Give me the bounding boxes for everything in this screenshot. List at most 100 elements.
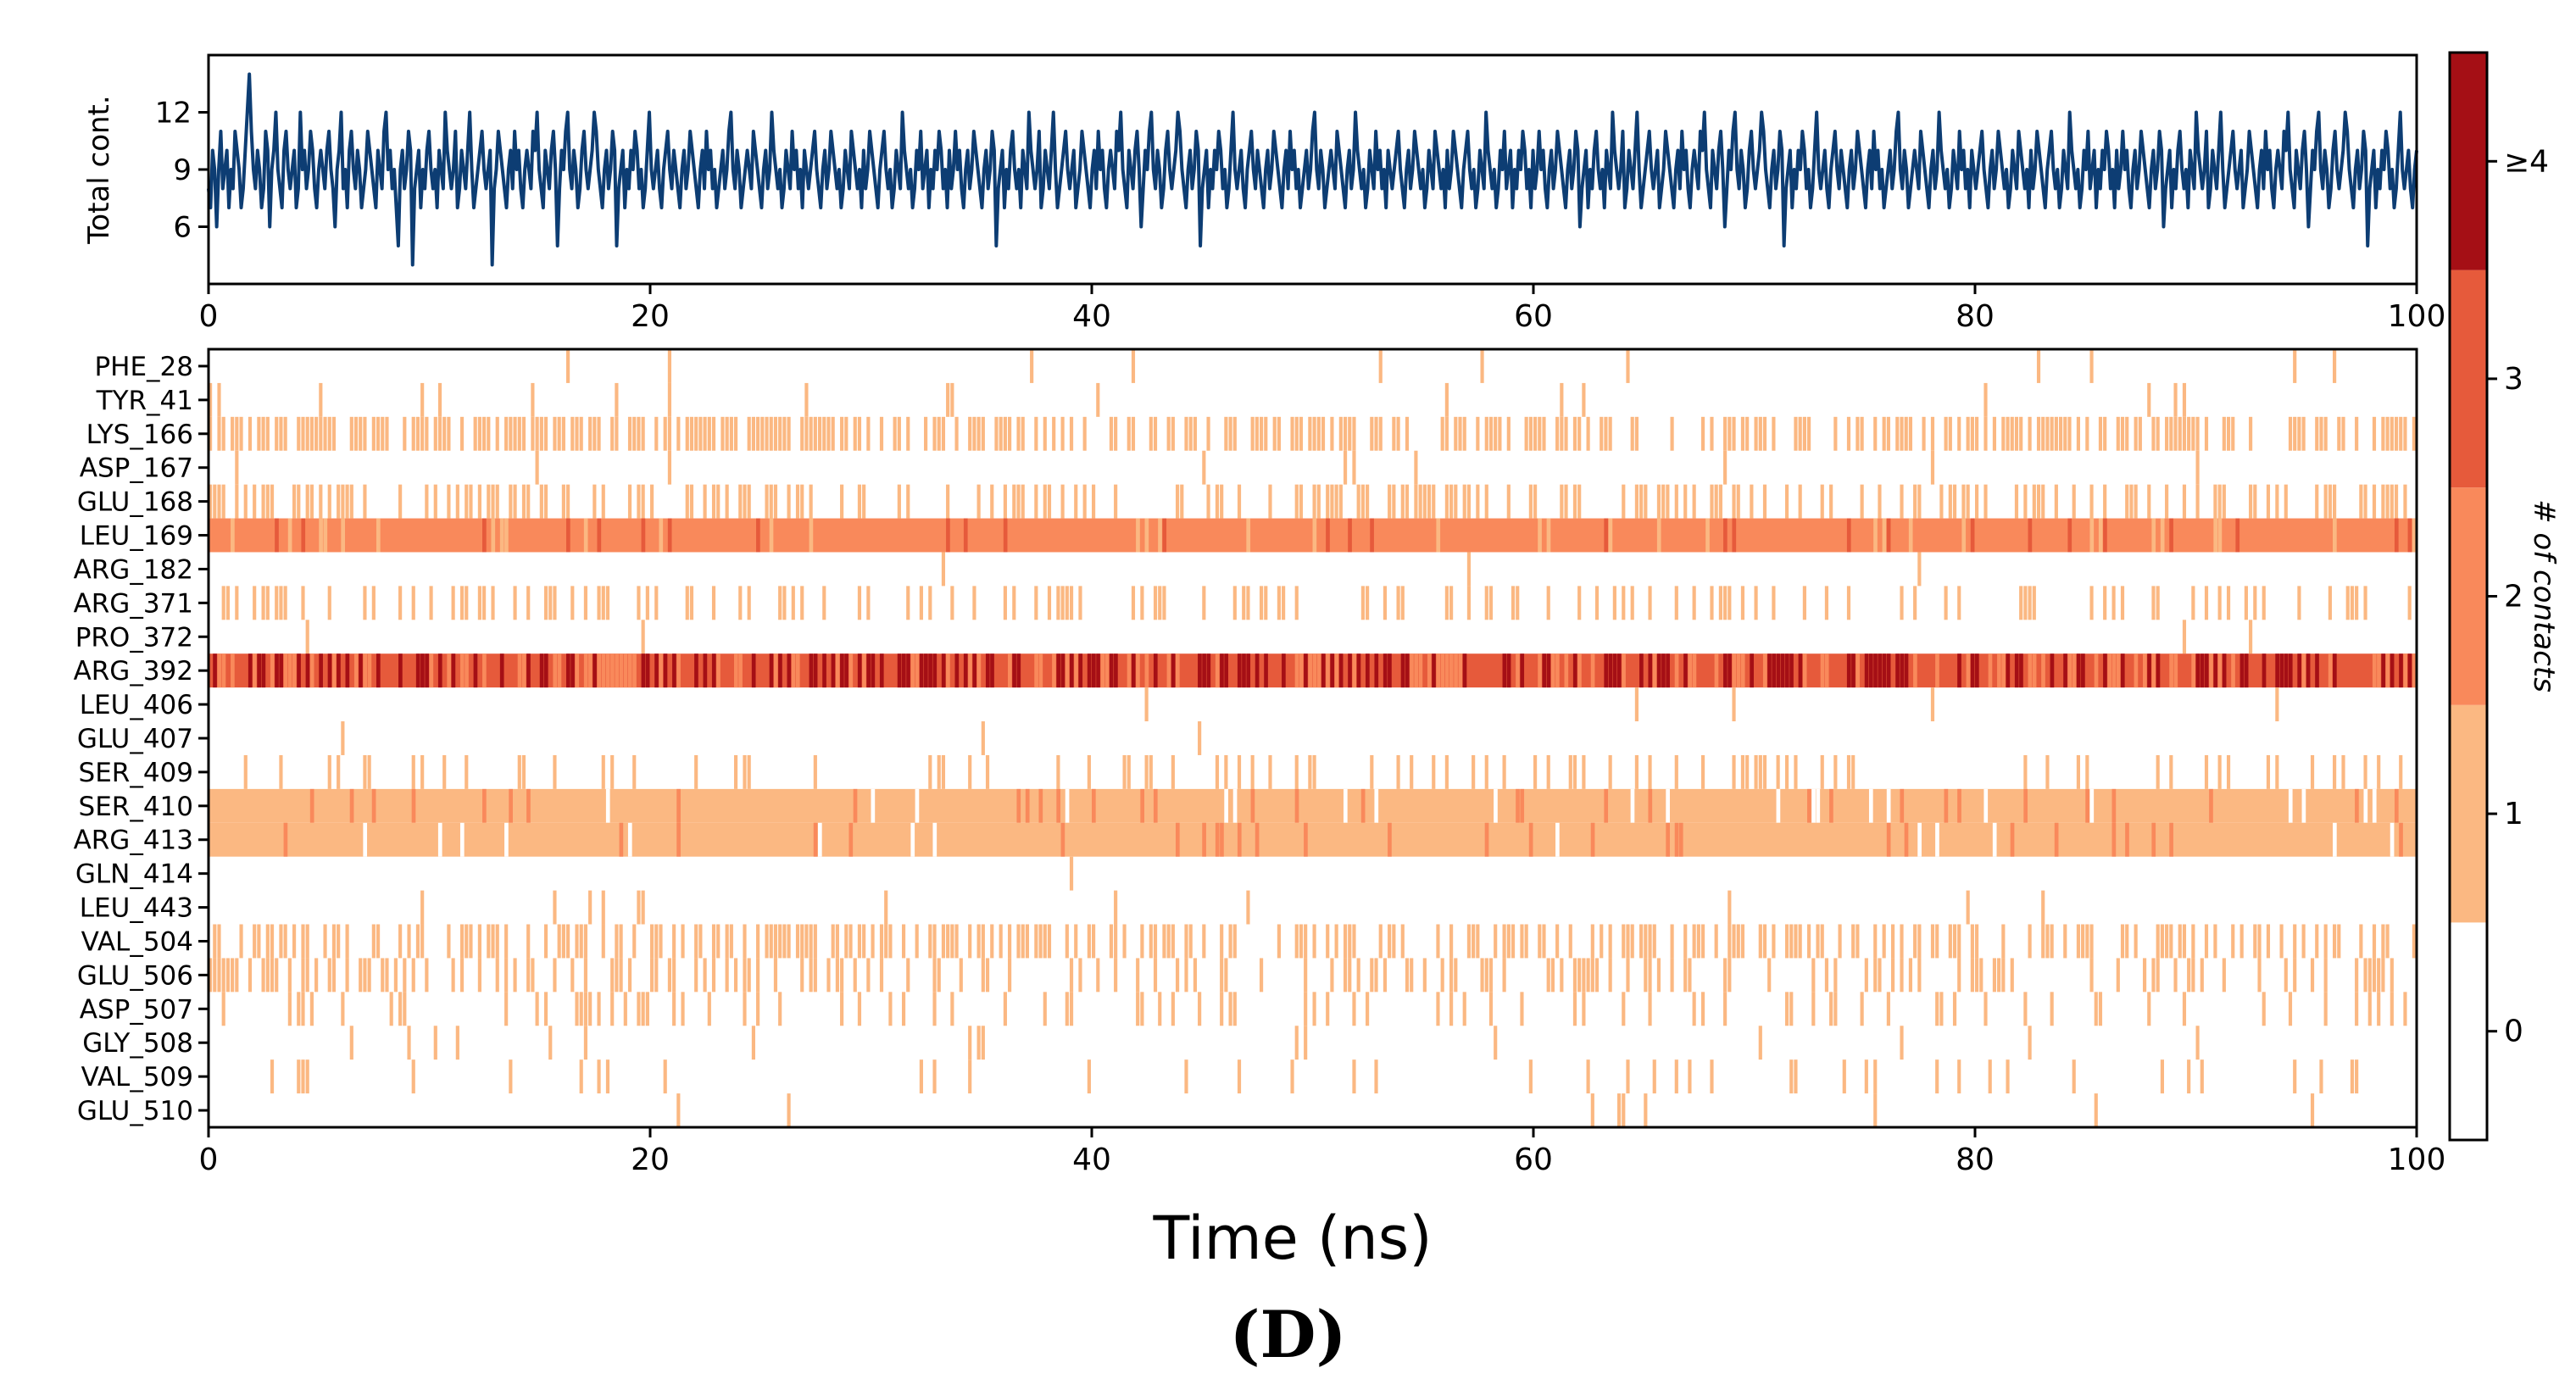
heatmap-cell bbox=[1321, 416, 1326, 451]
heatmap-cell bbox=[844, 416, 848, 451]
heatmap-cell bbox=[641, 890, 645, 925]
heatmap-cell bbox=[1153, 653, 1158, 688]
heatmap-cell bbox=[433, 1026, 437, 1060]
heatmap-cell bbox=[2390, 822, 2395, 857]
heatmap-cell bbox=[2412, 924, 2416, 959]
heatmap-cell bbox=[477, 924, 481, 959]
heatmap-cell bbox=[1082, 416, 1087, 451]
heatmap-cell bbox=[716, 653, 721, 688]
heatmap-cell bbox=[2098, 518, 2103, 553]
heatmap-cell bbox=[1092, 924, 1096, 959]
heatmap-cell bbox=[1683, 924, 1688, 959]
heatmap-cell bbox=[2412, 518, 2417, 553]
heatmap-cell bbox=[2028, 586, 2032, 620]
heatmap-cell bbox=[455, 484, 459, 519]
heatmap-cell bbox=[1560, 484, 1564, 519]
heatmap-cell bbox=[707, 992, 711, 1026]
heatmap-cell bbox=[1710, 484, 1714, 519]
heatmap-cell bbox=[1343, 788, 1348, 823]
heatmap-cell bbox=[1820, 754, 1824, 789]
heatmap-cell bbox=[2195, 450, 2200, 485]
heatmap-cell bbox=[888, 992, 893, 1026]
heatmap-cell bbox=[1114, 958, 1118, 993]
heatmap-cell bbox=[1502, 653, 1507, 688]
heatmap-cell bbox=[411, 416, 415, 451]
heatmap-cell bbox=[1652, 924, 1656, 959]
heatmap-cell bbox=[1462, 992, 1466, 1026]
heatmap-cell bbox=[2054, 484, 2058, 519]
heatmap-cell bbox=[1997, 958, 2001, 993]
heatmap-cell bbox=[2306, 653, 2311, 688]
heatmap-row-label: LYS_166 bbox=[86, 420, 193, 450]
heatmap-cell bbox=[2310, 754, 2315, 789]
heatmap-cell bbox=[654, 416, 659, 451]
heatmap-cell bbox=[2323, 958, 2328, 993]
heatmap-cell bbox=[1502, 754, 1506, 789]
heatmap-cell bbox=[2191, 416, 2195, 451]
heatmap-cell bbox=[459, 653, 465, 688]
heatmap-cell bbox=[221, 653, 226, 688]
heatmap-cell bbox=[465, 586, 469, 620]
heatmap-cell bbox=[2301, 788, 2306, 823]
heatmap-cell bbox=[2094, 1093, 2098, 1127]
heatmap-cell bbox=[1634, 687, 1639, 722]
heatmap-cell bbox=[2041, 416, 2045, 451]
heatmap-cell bbox=[1758, 416, 1762, 451]
heatmap-cell bbox=[968, 653, 972, 688]
heatmap-cell bbox=[1904, 416, 1908, 451]
heatmap-cell bbox=[2337, 924, 2341, 959]
heatmap-cell bbox=[711, 653, 716, 688]
heatmap-cell bbox=[694, 924, 698, 959]
heatmap-cell bbox=[1016, 653, 1021, 688]
heatmap-cell bbox=[415, 653, 420, 688]
heatmap-cell bbox=[1846, 754, 1851, 789]
heatmap-cell bbox=[1237, 754, 1242, 789]
heatmap-cell bbox=[327, 958, 331, 993]
heatmap-cell bbox=[941, 924, 946, 959]
heatmap-cell bbox=[941, 754, 946, 789]
heatmap-cell bbox=[504, 822, 509, 857]
heatmap-cell bbox=[575, 992, 579, 1026]
heatmap-cell bbox=[557, 416, 561, 451]
heatmap-cell bbox=[1304, 958, 1308, 993]
heatmap-cell bbox=[1466, 586, 1472, 620]
heatmap-cell bbox=[1900, 484, 1904, 519]
heatmap-cell bbox=[1710, 416, 1714, 451]
heatmap-cell bbox=[1472, 924, 1476, 959]
heatmap-cell bbox=[1811, 788, 1816, 823]
heatmap-cell bbox=[2412, 416, 2416, 451]
heatmap-cell bbox=[209, 416, 213, 451]
heatmap-cell bbox=[1144, 653, 1149, 688]
heatmap-cell bbox=[1171, 653, 1176, 688]
heatmap-cell bbox=[1153, 924, 1158, 959]
heatmap-cell bbox=[1772, 653, 1777, 688]
heatmap-cell bbox=[1096, 653, 1100, 688]
heatmap-cell bbox=[2182, 416, 2187, 451]
heatmap-cell bbox=[1003, 586, 1007, 620]
heatmap-cell bbox=[509, 416, 513, 451]
heatmap-cell bbox=[2173, 416, 2178, 451]
heatmap-cell bbox=[1171, 924, 1175, 959]
heatmap-cell bbox=[932, 653, 937, 688]
heatmap-cells bbox=[209, 349, 2417, 1127]
heatmap-cell bbox=[2315, 924, 2319, 959]
heatmap-cell bbox=[1149, 754, 1153, 789]
heatmap-cell bbox=[1944, 788, 1949, 823]
heatmap-cell bbox=[1590, 653, 1595, 688]
heatmap-cell bbox=[2032, 484, 2036, 519]
heatmap-cell bbox=[2381, 958, 2385, 993]
heatmap-cell bbox=[371, 416, 376, 451]
heatmap-cell bbox=[1740, 924, 1745, 959]
heatmap-cell bbox=[2156, 754, 2160, 789]
heatmap-cell bbox=[897, 416, 901, 451]
heatmap-cell bbox=[2293, 349, 2297, 383]
heatmap-cell bbox=[1740, 653, 1745, 688]
heatmap-cell bbox=[517, 416, 521, 451]
heatmap-cell bbox=[1458, 416, 1462, 451]
heatmap-cell bbox=[1294, 484, 1299, 519]
heatmap-cell bbox=[371, 586, 376, 620]
heatmap-cell bbox=[1528, 822, 1533, 857]
heatmap-cell bbox=[1304, 822, 1308, 857]
heatmap-cell bbox=[2217, 518, 2223, 553]
heatmap-cell bbox=[1140, 788, 1144, 823]
